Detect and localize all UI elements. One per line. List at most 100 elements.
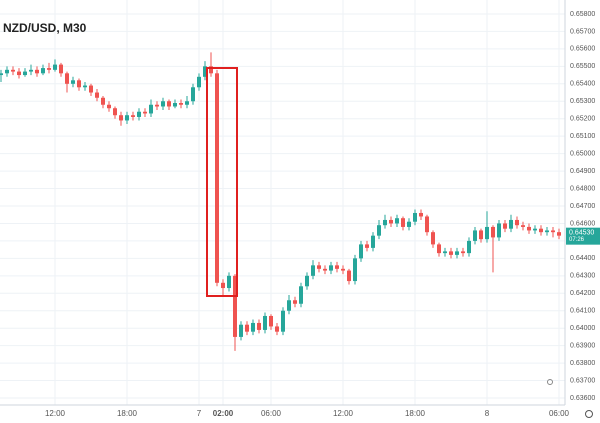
candle-body [209,66,213,74]
candle-body [557,232,561,236]
y-tick-label: 0.64100 [570,308,595,315]
candle-body [317,265,321,269]
x-tick-label: 7 [197,409,202,418]
candle-body [545,230,549,233]
candle-body [275,326,279,332]
chart-title: NZD/USD, M30 [3,21,87,35]
x-tick-label: 06:00 [261,409,282,418]
candle-body [221,282,225,289]
candle-body [215,73,219,283]
candle-body [305,275,309,287]
candle-body [233,275,237,337]
candle-body [503,223,507,229]
candle-body [341,268,345,271]
y-tick-label: 0.63900 [570,342,595,349]
candle-body [527,226,531,231]
candle-body [227,275,231,289]
candle-body [257,322,261,330]
candle-body [0,73,3,76]
candle-body [191,87,195,102]
y-tick-label: 0.65500 [570,63,595,70]
candle-body [425,216,429,233]
candle-body [107,104,111,109]
candle-body [509,219,513,229]
candle-body [323,268,327,271]
candle-body [515,219,519,226]
y-tick-label: 0.63800 [570,360,595,367]
candle-body [131,115,135,117]
candle-body [239,324,243,337]
candle-body [17,71,21,76]
x-tick-label: 02:00 [213,409,234,418]
y-tick-label: 0.64700 [570,203,595,210]
candle-body [329,265,333,271]
y-tick-label: 0.63600 [570,395,595,402]
candle-body [389,219,393,224]
settings-icon[interactable] [585,410,593,418]
candle-body [311,265,315,276]
candle-body [497,223,501,238]
y-tick-label: 0.65600 [570,46,595,53]
candle-body [23,71,27,76]
x-tick-label: 12:00 [333,409,354,418]
y-tick-label: 0.64300 [570,273,595,280]
candle-body [95,92,99,98]
candle-body [479,230,483,240]
candle-body [47,68,51,70]
candle-body [149,104,153,114]
y-tick-label: 0.65000 [570,150,595,157]
candle-body [83,85,87,88]
candle-body [377,225,381,236]
candle-body [287,300,291,311]
candle-body [203,66,207,77]
candle-body [551,230,555,233]
candle-body [419,212,423,217]
y-tick-label: 0.65200 [570,116,595,123]
candle-body [437,244,441,254]
x-tick-label: 18:00 [117,409,138,418]
candle-body [5,69,9,74]
y-tick-label: 0.63700 [570,377,595,384]
y-tick-label: 0.65800 [570,11,595,18]
candle-body [293,300,297,304]
candle-body [401,218,405,227]
candle-body [179,102,183,105]
y-tick-label: 0.65700 [570,28,595,35]
x-tick-label: 12:00 [45,409,66,418]
candle-body [407,221,411,227]
y-tick-label: 0.64800 [570,185,595,192]
candle-body [161,101,165,107]
candle-body [521,225,525,227]
candle-body [473,230,477,241]
candle-body [335,265,339,269]
candle-body [137,111,141,117]
candle-body [173,102,177,107]
x-tick-label: 06:00 [549,409,570,418]
candle-body [125,115,129,121]
candle-body [371,235,375,248]
candle-body [59,64,63,74]
candle-body [119,115,123,121]
countdown-label: 07:26 [569,237,585,243]
candle-body [185,101,189,105]
candle-body [143,111,147,114]
y-tick-label: 0.64200 [570,290,595,297]
candle-body [383,219,387,226]
x-tick-label: 8 [485,409,490,418]
candle-body [53,64,57,70]
x-tick-label: 18:00 [405,409,426,418]
candle-body [281,310,285,332]
candle-body [395,218,399,224]
y-tick-label: 0.65300 [570,98,595,105]
candle-body [11,69,15,72]
candle-body [413,212,417,222]
candle-body [365,244,369,248]
candle-body [347,270,351,282]
candle-body [449,251,453,255]
candle-body [269,315,273,327]
y-tick-label: 0.65100 [570,133,595,140]
y-tick-label: 0.64400 [570,255,595,262]
candle-body [491,226,495,238]
